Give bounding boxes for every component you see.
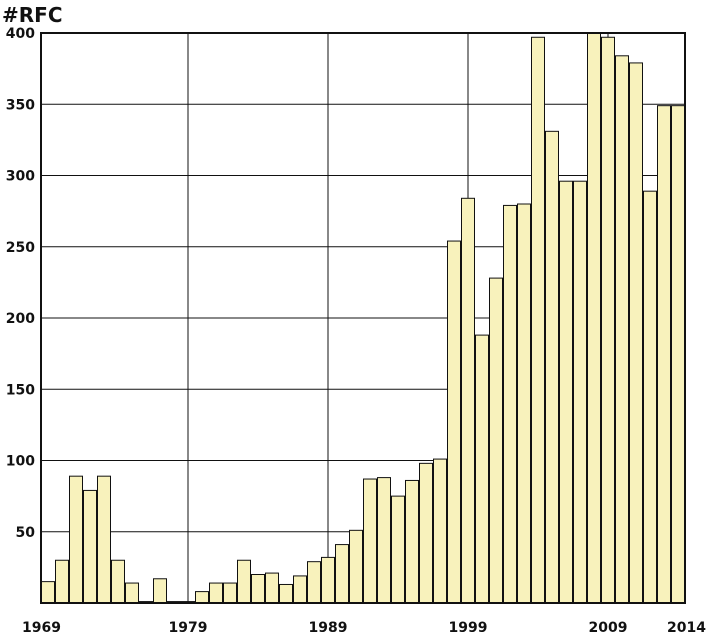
bar-1999	[461, 197, 475, 604]
x-axis-ticks: 1969 1979 1989 1999 2009 2014	[22, 620, 706, 636]
bar-1972	[83, 489, 97, 604]
bar-1974	[111, 559, 125, 604]
bar-1992	[363, 478, 377, 604]
bar-1971	[69, 475, 83, 604]
bar-1993	[377, 477, 391, 604]
bar-1994	[391, 495, 405, 604]
bar-1988	[307, 561, 321, 604]
bar-1990	[335, 544, 349, 604]
bar-2001	[489, 277, 503, 604]
bar-1991	[349, 529, 363, 604]
y-tick-label: 100	[6, 454, 35, 470]
bar-1984	[251, 574, 265, 604]
bar-1996	[419, 462, 433, 604]
y-tick-label: 250	[6, 240, 35, 256]
bar-2013	[657, 105, 671, 604]
bar-2003	[517, 203, 531, 604]
bar-1973	[97, 475, 111, 604]
bar-2002	[503, 204, 517, 604]
bar-1989	[321, 556, 335, 604]
bar-1987	[293, 575, 307, 604]
x-tick-label: 1979	[169, 620, 208, 636]
x-tick-label: 2014	[667, 620, 706, 636]
x-tick-label: 2009	[589, 620, 628, 636]
y-tick-label: 50	[16, 525, 36, 541]
bar-1975	[125, 582, 139, 604]
bar-2012	[643, 190, 657, 604]
bar-2004	[531, 36, 545, 604]
bar-1980	[195, 591, 209, 604]
bar-2000	[475, 334, 489, 604]
bar-1983	[237, 559, 251, 604]
plot-frame	[40, 32, 686, 604]
bar-2006	[559, 180, 573, 604]
bar-1986	[279, 583, 293, 604]
bar-1981	[209, 582, 223, 604]
bar-1970	[55, 559, 69, 604]
bar-2014	[671, 105, 685, 604]
y-tick-label: 400	[6, 26, 35, 42]
y-axis-ticks: 50 100 150 200 250 300 350 400	[6, 26, 35, 541]
bar-1977	[153, 578, 167, 604]
bar-2005	[545, 130, 559, 604]
x-tick-label: 1999	[449, 620, 488, 636]
y-tick-label: 150	[6, 382, 35, 398]
bar-2010	[615, 55, 629, 604]
bar-1982	[223, 582, 237, 604]
y-tick-label: 350	[6, 97, 35, 113]
bar-1969	[41, 581, 55, 604]
y-tick-label: 300	[6, 169, 35, 185]
y-axis-label: #RFC	[2, 3, 63, 27]
bar-2008	[587, 32, 601, 604]
x-tick-label: 1989	[309, 620, 348, 636]
bar-2009	[601, 36, 615, 604]
x-tick-label: 1969	[22, 620, 61, 636]
bar-2011	[629, 62, 643, 604]
bar-1985	[265, 572, 279, 604]
bar-1995	[405, 479, 419, 604]
bar-1997	[433, 458, 447, 604]
y-tick-label: 200	[6, 311, 35, 327]
bar-2007	[573, 180, 587, 604]
bars	[41, 32, 685, 604]
bar-1998	[447, 240, 461, 604]
